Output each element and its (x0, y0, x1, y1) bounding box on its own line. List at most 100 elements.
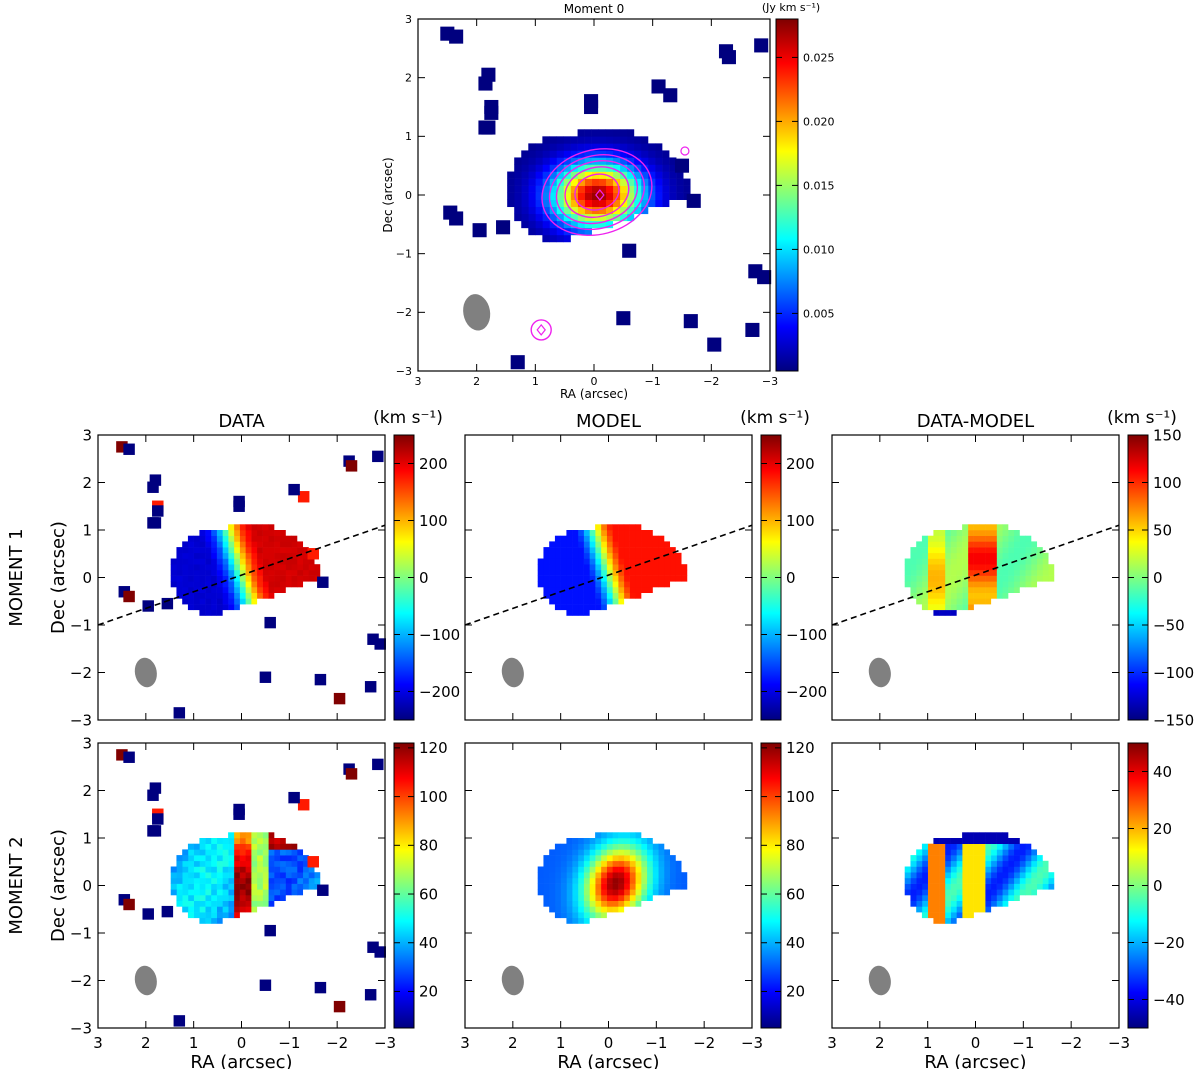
heatmap-cell (939, 877, 946, 884)
heatmap-cell (927, 581, 934, 588)
heatmap-cell (927, 604, 934, 611)
heatmap-cell (521, 213, 529, 222)
heatmap-cell (641, 547, 648, 554)
heatmap-cell (187, 598, 194, 605)
heatmap-cell (216, 889, 223, 896)
colorbar-tick-label: 40 (419, 934, 438, 952)
heatmap-cell (990, 587, 997, 593)
heatmap-cell (990, 535, 997, 542)
heatmap-cell (646, 530, 653, 536)
heatmap-cell (256, 558, 263, 565)
heatmap-cell (662, 178, 670, 186)
heatmap-cell (985, 592, 992, 599)
y-axis-label: Dec (arcsec) (381, 157, 395, 232)
heatmap-cell (990, 838, 997, 844)
heatmap-cell (245, 530, 252, 536)
heatmap-cell (1030, 564, 1038, 571)
heatmap-cell (302, 575, 309, 582)
heatmap-cell (1025, 564, 1032, 571)
heatmap-cell (967, 569, 974, 576)
heatmap-cell (222, 535, 229, 542)
heatmap-cell (560, 900, 567, 907)
heatmap-cell (228, 900, 235, 907)
heatmap-cell (239, 872, 246, 879)
x-tick-label: −3 (374, 1034, 396, 1052)
heatmap-cell (1030, 575, 1038, 582)
heatmap-cell (950, 855, 957, 862)
noise-pixel (510, 355, 525, 370)
heatmap-cell (560, 569, 567, 576)
contour-line (555, 160, 639, 225)
heatmap-cell (245, 569, 252, 576)
x-tick-label: 0 (971, 1034, 981, 1052)
heatmap-cell (507, 199, 515, 208)
heatmap-cell (210, 895, 217, 901)
heatmap-cell (1019, 581, 1026, 588)
heatmap-cell (577, 129, 585, 137)
noise-pixel (288, 791, 300, 804)
heatmap-cell (933, 547, 940, 554)
heatmap-cell (612, 569, 619, 576)
heatmap-cell (990, 564, 997, 571)
heatmap-cell (950, 843, 957, 850)
heatmap-cell (222, 872, 229, 879)
heatmap-cell (228, 564, 235, 571)
heatmap-cell (663, 860, 671, 867)
heatmap-cell (589, 569, 596, 576)
heatmap-cell (985, 530, 992, 536)
heatmap-cell (543, 564, 550, 571)
heatmap-cell (577, 843, 584, 850)
heatmap-cell (514, 171, 522, 179)
heatmap-cell (655, 192, 663, 200)
heatmap-cell (187, 872, 194, 879)
heatmap-cell (635, 849, 642, 856)
heatmap-cell (528, 150, 536, 158)
heatmap-cell (600, 604, 607, 611)
heatmap-cell (956, 569, 963, 576)
heatmap-cell (1013, 849, 1020, 856)
heatmap-cell (1013, 838, 1020, 844)
heatmap-cell (612, 889, 619, 896)
x-tick-label: 0 (237, 1034, 247, 1052)
heatmap-cell (182, 569, 189, 576)
heatmap-cell (566, 581, 573, 588)
heatmap-cell (669, 547, 676, 554)
heatmap-cell (626, 136, 635, 144)
heatmap-cell (595, 872, 602, 879)
heatmap-cell (262, 530, 269, 536)
heatmap-cell (239, 564, 246, 571)
heatmap-cell (956, 547, 963, 554)
heatmap-cell (973, 592, 980, 599)
heatmap-cell (251, 541, 258, 548)
heatmap-cell (967, 575, 974, 582)
heatmap-cell (268, 535, 275, 542)
heatmap-cell (256, 535, 263, 542)
heatmap-cell (577, 136, 585, 144)
heatmap-cell (233, 558, 240, 565)
heatmap-cell (996, 592, 1003, 599)
heatmap-cell (543, 581, 550, 588)
heatmap-cell (933, 569, 940, 576)
heatmap-cell (950, 581, 957, 588)
heatmap-cell (222, 855, 229, 862)
heatmap-cell (985, 855, 992, 862)
contour-line (548, 154, 646, 231)
heatmap-cell (302, 547, 309, 554)
heatmap-cell (962, 832, 969, 839)
heatmap-cell (222, 883, 229, 890)
heatmap-cell (543, 552, 550, 559)
heatmap-cell (589, 906, 596, 913)
heatmap-cell (583, 598, 590, 605)
heatmap-cell (990, 843, 997, 850)
heatmap-cell (176, 883, 183, 890)
heatmap-cell (629, 587, 636, 593)
heatmap-cell (233, 900, 240, 907)
heatmap-cell (182, 558, 189, 565)
heatmap-cell (629, 547, 636, 554)
heatmap-cell (251, 524, 258, 531)
heatmap-cell (646, 843, 653, 850)
heatmap-cell (228, 855, 235, 862)
heatmap-cell (193, 912, 200, 919)
heatmap-cell (985, 558, 992, 565)
heatmap-cell (1008, 872, 1015, 879)
